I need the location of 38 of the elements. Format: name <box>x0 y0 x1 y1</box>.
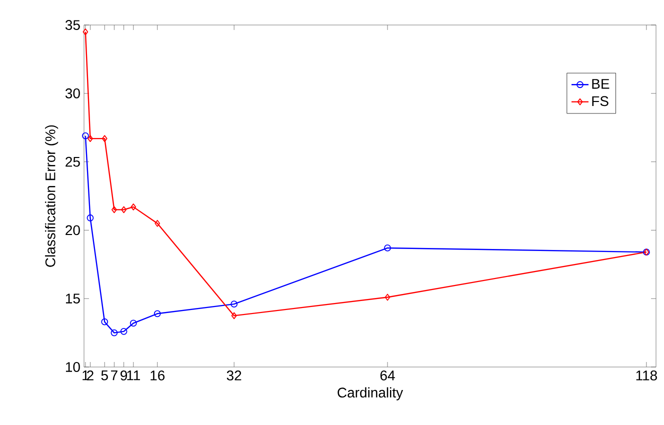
point <box>82 28 88 36</box>
y-tick-label: 15 <box>66 294 80 304</box>
legend-label: BE <box>592 79 610 89</box>
point <box>102 135 108 142</box>
point <box>120 328 128 335</box>
x-tick-label: 2 <box>87 370 94 380</box>
point <box>384 294 390 301</box>
point <box>154 220 160 227</box>
point <box>110 329 118 336</box>
x-tick-label: 5 <box>101 370 108 380</box>
point <box>82 132 89 140</box>
y-tick-label: 10 <box>66 362 80 372</box>
x-tick-label: 11 <box>127 370 140 380</box>
x-tick-label: 9 <box>120 370 128 380</box>
point <box>112 206 117 214</box>
point <box>384 244 391 252</box>
point <box>130 320 137 327</box>
legend-label: FS <box>592 96 608 106</box>
x-tick-label: 1 <box>82 370 89 380</box>
y-axis-title: Classification Error (%) <box>45 125 58 267</box>
point <box>88 135 93 142</box>
x-tick-label: 16 <box>150 370 165 380</box>
point <box>86 214 94 222</box>
point <box>154 310 161 318</box>
point <box>231 312 237 320</box>
point <box>101 318 108 326</box>
x-tick-label: 118 <box>636 370 657 380</box>
x-tick-label: 7 <box>111 370 118 380</box>
point <box>130 203 136 210</box>
y-tick-label: 20 <box>66 225 80 236</box>
x-axis-title: Cardinality <box>338 387 404 400</box>
y-tick-label: 25 <box>66 156 80 167</box>
x-tick-label: 32 <box>226 370 242 380</box>
point <box>121 206 126 214</box>
point <box>230 300 238 308</box>
y-tick-label: 30 <box>65 88 80 98</box>
y-tick-label: 35 <box>65 20 80 30</box>
x-tick-label: 64 <box>380 370 395 380</box>
